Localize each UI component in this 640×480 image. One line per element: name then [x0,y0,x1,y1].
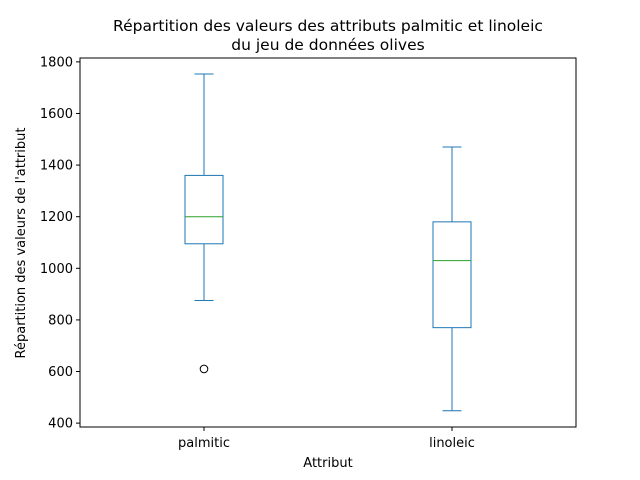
y-axis: 400 600 800 1000 1200 1400 1600 1800 [40,55,80,432]
y-tick-label: 400 [48,417,73,432]
chart-title-line-2: du jeu de données olives [231,36,424,54]
y-axis-title: Répartition des valeurs de l'attribut [14,128,29,359]
y-tick-label: 600 [48,365,73,380]
x-axis: palmitic linoleic [178,427,475,451]
axes-frame [79,57,577,428]
iqr-box [432,221,472,329]
chart-title-line-1: Répartition des valeurs des attributs pa… [113,17,543,35]
x-tick-label: palmitic [178,436,230,451]
iqr-box [184,174,224,245]
y-tick-label: 800 [48,313,73,328]
outlier-point [199,364,209,374]
y-tick-label: 1400 [40,159,73,174]
y-tick-label: 1200 [40,210,73,225]
y-tick-label: 1000 [40,262,73,277]
plot-area [184,73,472,412]
x-axis-title: Attribut [303,456,352,471]
x-tick-label: linoleic [429,436,475,451]
box-linoleic [432,146,472,412]
box-palmitic [184,73,224,374]
y-tick-label: 1600 [40,107,73,122]
y-tick-label: 1800 [40,55,73,70]
